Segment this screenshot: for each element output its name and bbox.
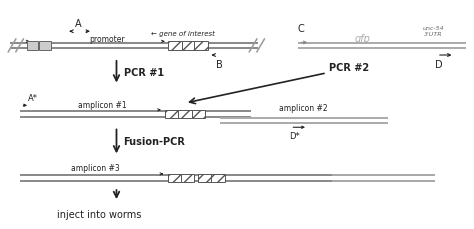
Bar	[168, 42, 182, 51]
Text: PCR #2: PCR #2	[329, 63, 369, 73]
Text: Fusion-PCR: Fusion-PCR	[124, 137, 185, 147]
Text: C: C	[297, 24, 304, 34]
Bar	[167, 174, 181, 183]
Bar	[165, 110, 178, 119]
Text: B: B	[216, 59, 222, 69]
Bar	[211, 174, 225, 183]
Bar	[178, 110, 191, 119]
Text: amplicon #3: amplicon #3	[71, 164, 119, 172]
Text: ← gene of interest: ← gene of interest	[151, 31, 215, 37]
Bar	[39, 42, 51, 51]
Bar	[181, 174, 194, 183]
Text: inject into worms: inject into worms	[57, 209, 142, 219]
Text: gfp: gfp	[354, 34, 370, 44]
Text: unc-54
3'UTR: unc-54 3'UTR	[422, 26, 444, 37]
Text: A*: A*	[28, 94, 38, 103]
Bar	[191, 110, 205, 119]
Text: amplicon #1: amplicon #1	[78, 101, 127, 109]
Bar	[194, 42, 208, 51]
Bar	[27, 42, 38, 51]
Text: D*: D*	[289, 131, 300, 140]
Text: A: A	[75, 19, 82, 29]
Text: promoter: promoter	[89, 35, 125, 44]
Bar	[182, 42, 195, 51]
Text: D: D	[436, 59, 443, 69]
Text: amplicon #2: amplicon #2	[279, 103, 328, 112]
Text: PCR #1: PCR #1	[124, 67, 164, 77]
Bar	[198, 174, 211, 183]
